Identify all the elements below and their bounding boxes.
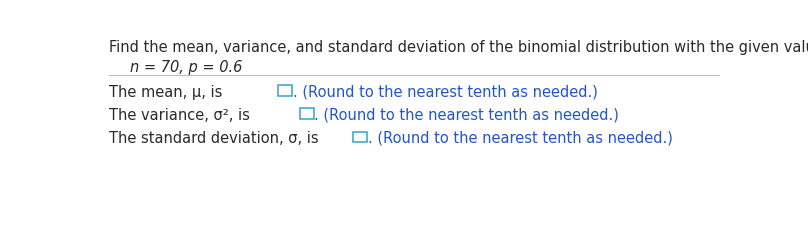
- Text: The variance, σ², is: The variance, σ², is: [109, 108, 255, 123]
- Text: . (Round to the nearest tenth as needed.): . (Round to the nearest tenth as needed.…: [293, 85, 598, 100]
- Text: . (Round to the nearest tenth as needed.): . (Round to the nearest tenth as needed.…: [368, 131, 672, 146]
- Text: The standard deviation, σ, is: The standard deviation, σ, is: [109, 131, 323, 146]
- Text: The mean, μ, is: The mean, μ, is: [109, 85, 227, 100]
- Bar: [353, 131, 367, 142]
- Text: . (Round to the nearest tenth as needed.): . (Round to the nearest tenth as needed.…: [314, 108, 619, 123]
- Text: n = 70, p = 0.6: n = 70, p = 0.6: [130, 60, 243, 75]
- Text: Find the mean, variance, and standard deviation of the binomial distribution wit: Find the mean, variance, and standard de…: [109, 40, 808, 55]
- Bar: [278, 85, 292, 96]
- Bar: [300, 108, 314, 119]
